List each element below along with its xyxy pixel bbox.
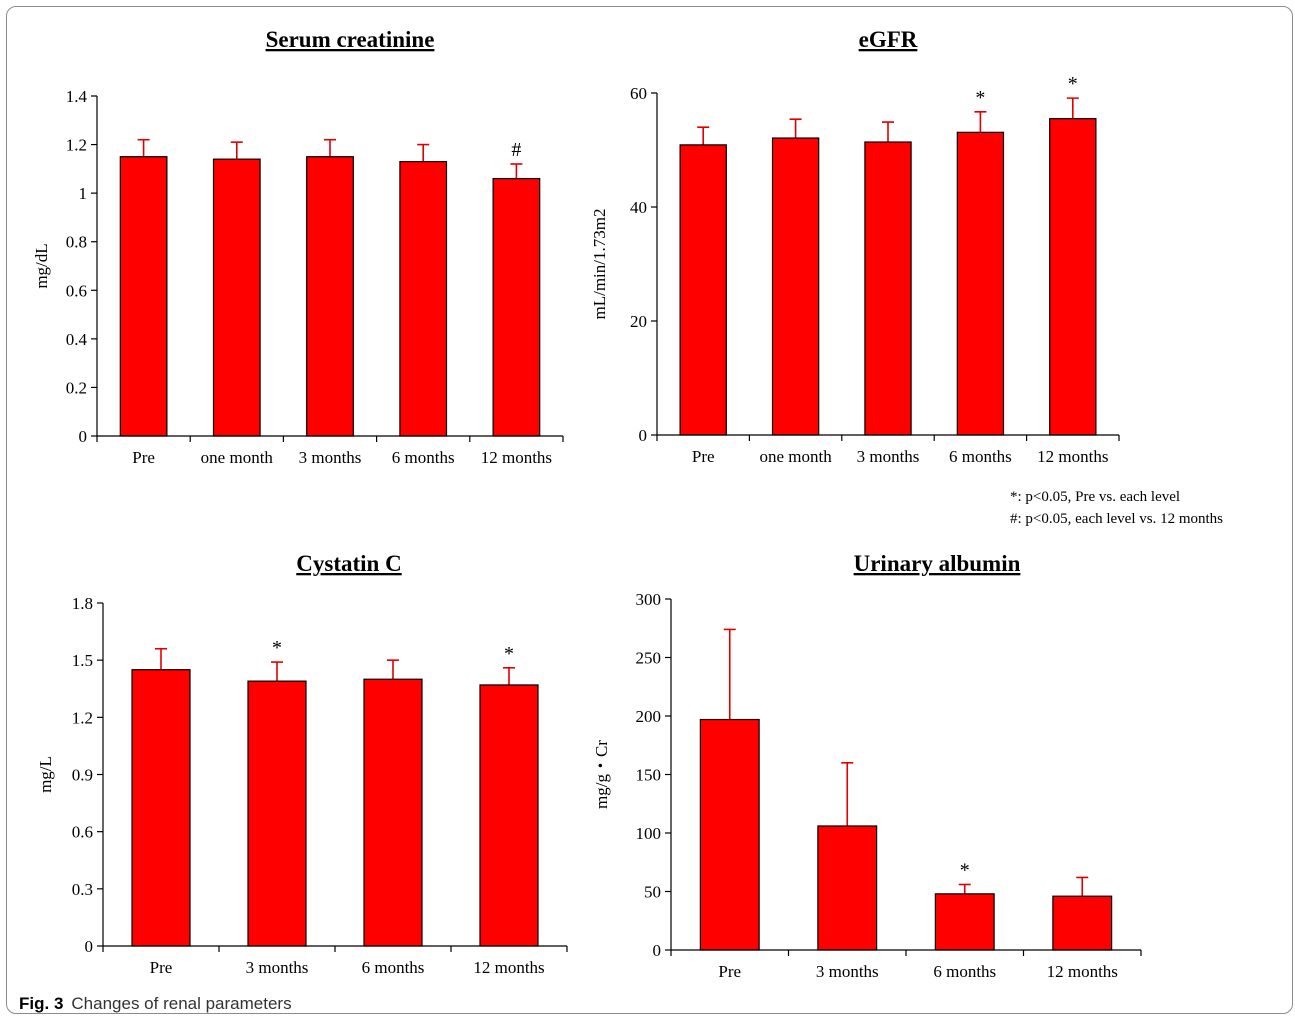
significance-marker: * xyxy=(1068,73,1078,95)
category-label: one month xyxy=(201,448,274,467)
significance-marker: # xyxy=(511,139,521,161)
bar xyxy=(119,156,168,437)
bar xyxy=(956,131,1005,436)
category-label: 3 months xyxy=(246,958,309,977)
figure-caption: Fig. 3 Changes of renal parameters xyxy=(19,994,292,1013)
chart-title: Urinary albumin xyxy=(854,551,1021,576)
category-label: 6 months xyxy=(392,448,455,467)
bar xyxy=(212,158,261,437)
chart-title: Serum creatinine xyxy=(266,27,435,52)
note-hash: #: p<0.05, each level vs. 12 months xyxy=(1010,511,1223,527)
y-tick-label: 1.5 xyxy=(72,651,93,670)
bar xyxy=(247,680,307,947)
bar xyxy=(492,177,541,437)
y-tick-label: 250 xyxy=(636,649,662,668)
caption-label: Fig. 3 xyxy=(19,994,64,1013)
category-label: Pre xyxy=(718,962,741,981)
category-label: Pre xyxy=(132,448,155,467)
y-tick-label: 200 xyxy=(636,707,662,726)
y-axis-label: mg/L xyxy=(36,756,55,793)
bar xyxy=(934,893,995,951)
caption-text: Changes of renal parameters xyxy=(71,994,292,1013)
y-tick-label: 1.2 xyxy=(66,136,87,155)
bar xyxy=(363,678,423,947)
category-label: Pre xyxy=(692,447,715,466)
y-axis-label: mL/min/1.73m2 xyxy=(590,209,609,320)
egfr-chart: eGFR mL/min/1.73m2 Pre one month 3 months * 6 … xyxy=(590,27,1120,466)
cystatin-c-chart: Cystatin C mg/L Pre * 3 months 6 months * 12 mo… xyxy=(36,551,568,977)
y-tick-label: 0.6 xyxy=(72,823,93,842)
bar xyxy=(131,669,191,947)
bar xyxy=(679,144,727,436)
category-label: 12 months xyxy=(473,958,544,977)
category-label: one month xyxy=(759,447,832,466)
y-tick-label: 1 xyxy=(79,184,88,203)
y-tick-label: 1.2 xyxy=(72,708,93,727)
y-tick-label: 0.6 xyxy=(66,281,87,300)
bar xyxy=(1052,895,1113,951)
chart-title: eGFR xyxy=(859,27,918,52)
bar xyxy=(771,137,820,436)
y-tick-label: 0 xyxy=(653,941,662,960)
y-tick-label: 0.4 xyxy=(66,330,88,349)
y-tick-label: 0 xyxy=(85,937,94,956)
category-label: Pre xyxy=(150,958,173,977)
category-label: 3 months xyxy=(816,962,879,981)
y-axis-label: mg/g・Cr xyxy=(592,740,611,809)
y-tick-label: 40 xyxy=(630,198,647,217)
bar xyxy=(864,141,912,436)
category-label: 3 months xyxy=(857,447,920,466)
bar xyxy=(699,718,760,951)
category-label: 6 months xyxy=(362,958,425,977)
urinary-albumin-chart: Urinary albumin mg/g・Cr Pre 3 months * 6 mont… xyxy=(592,551,1142,981)
bar xyxy=(399,160,448,437)
y-tick-label: 50 xyxy=(644,883,661,902)
significance-marker: * xyxy=(975,87,985,109)
y-tick-label: 150 xyxy=(636,766,662,785)
significance-notes: *: p<0.05, Pre vs. each level #: p<0.05,… xyxy=(1010,489,1223,527)
category-label: 6 months xyxy=(933,962,996,981)
y-tick-label: 0 xyxy=(639,426,648,445)
figure-panel: Serum creatinine mg/dL Pre one month 3 month… xyxy=(6,6,1293,1014)
y-tick-label: 1.4 xyxy=(66,87,88,106)
y-tick-label: 0 xyxy=(79,427,88,446)
y-tick-label: 0.9 xyxy=(72,766,93,785)
y-tick-label: 100 xyxy=(636,824,662,843)
y-tick-label: 0.8 xyxy=(66,233,87,252)
note-asterisk: *: p<0.05, Pre vs. each level xyxy=(1010,489,1180,505)
bar xyxy=(306,156,354,437)
y-tick-label: 60 xyxy=(630,84,647,103)
y-axis-label: mg/dL xyxy=(32,243,51,288)
bar xyxy=(817,825,878,951)
significance-marker: * xyxy=(272,637,282,659)
bar xyxy=(479,684,539,947)
category-label: 3 months xyxy=(299,448,362,467)
category-label: 6 months xyxy=(949,447,1012,466)
significance-marker: * xyxy=(960,859,970,881)
renal-parameters-figure: Serum creatinine mg/dL Pre one month 3 month… xyxy=(32,27,1223,981)
serum-creatinine-chart: Serum creatinine mg/dL Pre one month 3 month… xyxy=(32,27,564,467)
category-label: 12 months xyxy=(1047,962,1118,981)
y-tick-label: 300 xyxy=(636,590,662,609)
category-label: 12 months xyxy=(1037,447,1108,466)
y-tick-label: 0.3 xyxy=(72,880,93,899)
significance-marker: * xyxy=(504,643,514,665)
chart-title: Cystatin C xyxy=(296,551,401,576)
bar xyxy=(1049,118,1097,436)
category-label: 12 months xyxy=(481,448,552,467)
y-tick-label: 0.2 xyxy=(66,378,87,397)
y-tick-label: 20 xyxy=(630,312,647,331)
y-tick-label: 1.8 xyxy=(72,594,93,613)
